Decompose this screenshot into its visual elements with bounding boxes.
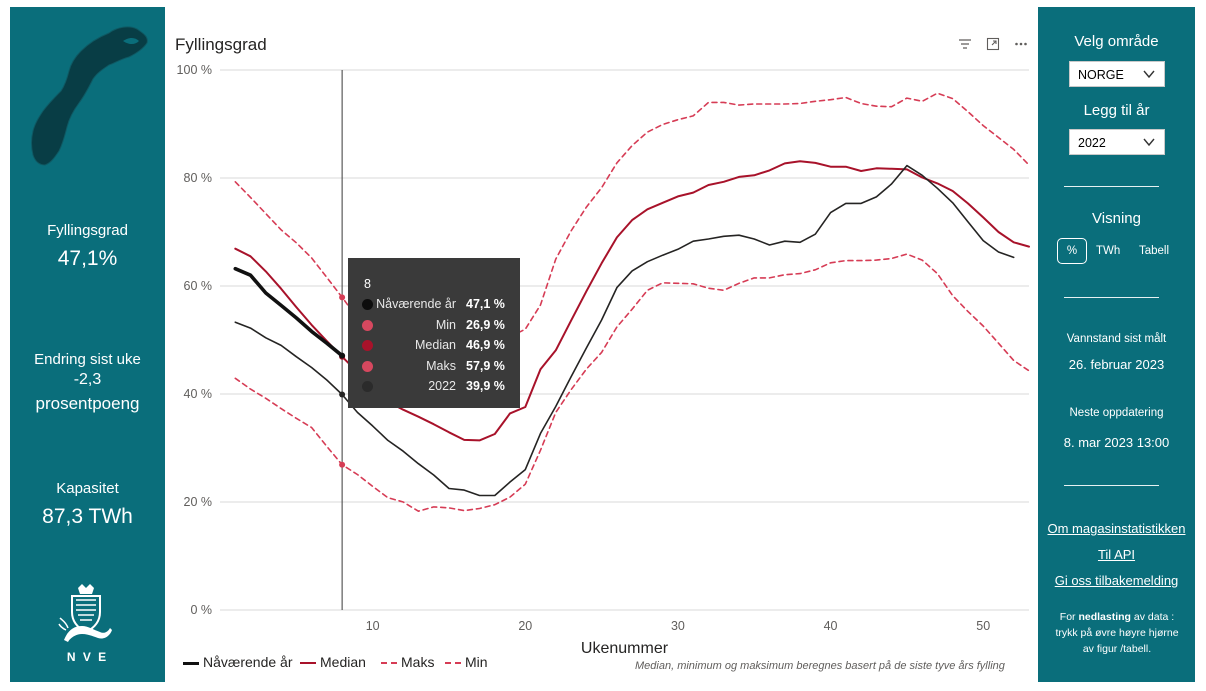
logo-text: N V E	[66, 650, 109, 664]
series-line-2022	[234, 164, 1015, 497]
y-tick-label: 0 %	[190, 603, 212, 617]
change-label: Endring sist uke	[34, 351, 141, 368]
legend-current[interactable]: Nåværende år	[183, 654, 293, 670]
year-select-value: 2022	[1078, 136, 1106, 150]
x-axis-label: Ukenummer	[581, 640, 669, 657]
hover-point	[339, 391, 346, 398]
tooltip-swatch	[362, 381, 373, 392]
tooltip-row: 2022 39,9 %	[348, 377, 520, 397]
y-tick-label: 20 %	[184, 495, 213, 509]
view-label: Visning	[1092, 210, 1141, 227]
chevron-down-icon	[1143, 70, 1155, 79]
series-line-n-v-rende-r	[233, 266, 344, 358]
y-tick-label: 80 %	[184, 171, 213, 185]
area-select[interactable]: NORGE	[1069, 61, 1165, 87]
footnote: Median, minimum og maksimum beregnes bas…	[635, 660, 1005, 672]
capacity-value: 87,3 TWh	[42, 505, 133, 528]
more-options-icon[interactable]	[1013, 36, 1029, 52]
hover-point	[339, 352, 346, 359]
y-tick-label: 100 %	[177, 63, 212, 77]
chevron-down-icon	[1143, 138, 1155, 147]
x-tick-label: 50	[976, 619, 990, 633]
area-select-value: NORGE	[1078, 68, 1124, 82]
view-twh-button[interactable]: TWh	[1096, 245, 1121, 257]
y-tick-label: 40 %	[184, 387, 213, 401]
hover-point	[339, 461, 346, 468]
tooltip-row: Nåværende år 47,1 %	[348, 295, 520, 315]
legend-label: Min	[465, 654, 488, 670]
legend-maks[interactable]: Maks	[381, 654, 434, 670]
download-hint-rest: av data : trykk på øvre høyre hjørne av …	[1055, 611, 1179, 655]
fill-value: 47,1%	[57, 247, 118, 270]
tooltip-series-name: Median	[415, 338, 456, 352]
y-tick-label: 60 %	[184, 279, 213, 293]
tooltip-swatch	[362, 299, 373, 310]
download-hint: For nedlasting av data : trykk på øvre h…	[1052, 609, 1182, 657]
year-select[interactable]: 2022	[1069, 129, 1165, 155]
next-update-label: Neste oppdatering	[1069, 407, 1164, 419]
series-line-min	[234, 253, 1030, 513]
filter-icon[interactable]	[957, 36, 973, 52]
tooltip-series-name: Min	[435, 317, 456, 332]
change-unit: prosentpoeng	[35, 394, 140, 413]
tooltip-swatch	[362, 319, 373, 331]
divider	[1064, 297, 1159, 298]
tooltip-series-name: 2022	[428, 379, 456, 393]
focus-mode-icon[interactable]	[985, 36, 1001, 52]
tooltip-series-name: Nåværende år	[376, 297, 456, 311]
tooltip-week: 8	[364, 277, 371, 291]
divider	[1064, 186, 1159, 187]
legend-min[interactable]: Min	[445, 654, 488, 670]
tooltip-row: Min 26,9 %	[348, 316, 520, 336]
tooltip-series-value: 26,9 %	[466, 317, 505, 332]
x-tick-label: 30	[671, 619, 685, 633]
about-stats-link[interactable]: Om magasinstatistikken	[1047, 521, 1186, 536]
x-tick-label: 40	[824, 619, 838, 633]
capacity-label: Kapasitet	[56, 480, 119, 497]
tooltip-series-name: Maks	[426, 358, 456, 373]
hover-point	[339, 294, 346, 301]
line-chart[interactable]: 0 % 20 % 40 % 60 % 80 % 100 % 10 20 30 40 50 Ukenum…	[165, 7, 1038, 682]
next-update-value: 8. mar 2023 13:00	[1063, 435, 1170, 450]
view-percent-button[interactable]: %	[1057, 238, 1087, 264]
tooltip-swatch	[362, 360, 373, 372]
api-link[interactable]: Til API	[1097, 547, 1136, 562]
tooltip-series-value: 46,9 %	[466, 338, 505, 352]
tooltip-series-value: 57,9 %	[466, 358, 505, 373]
x-tick-label: 20	[518, 619, 532, 633]
hover-tooltip: 8 Nåværende år 47,1 % Min 26,9 % Median 46,9 …	[348, 258, 520, 408]
nve-logo-icon	[58, 584, 112, 642]
download-hint-prefix: For	[1059, 611, 1079, 623]
tooltip-swatch	[362, 340, 373, 351]
legend-label: Maks	[401, 654, 435, 670]
x-tick-label: 10	[366, 619, 380, 633]
summary-panel: Fyllingsgrad 47,1% Endring sist uke -2,3…	[10, 7, 165, 682]
tooltip-series-value: 47,1 %	[466, 297, 505, 311]
tooltip-series-value: 39,9 %	[466, 379, 505, 393]
norway-map-icon	[31, 26, 148, 166]
measured-value: 26. februar 2023	[1068, 357, 1165, 372]
view-table-button[interactable]: Tabell	[1139, 245, 1170, 257]
divider	[1064, 485, 1159, 486]
legend-median[interactable]: Median	[300, 654, 366, 670]
chart-area: Fyllingsgrad 0 % 20 % 40 % 60 % 80 % 100 % 10 2…	[165, 7, 1038, 682]
legend-label: Median	[320, 654, 366, 670]
feedback-link[interactable]: Gi oss tilbakemelding	[1054, 573, 1179, 588]
tooltip-row: Maks 57,9 %	[348, 357, 520, 377]
year-label: Legg til år	[1083, 102, 1150, 119]
area-label: Velg område	[1074, 33, 1159, 50]
download-hint-bold: nedlasting	[1078, 611, 1131, 623]
fill-label: Fyllingsgrad	[47, 222, 128, 239]
controls-panel: Velg område NORGE Legg til år 2022 Visni…	[1038, 7, 1195, 682]
chart-title: Fyllingsgrad	[175, 35, 267, 54]
tooltip-row: Median 46,9 %	[348, 336, 520, 356]
measured-label: Vannstand sist målt	[1066, 333, 1167, 345]
legend-label: Nåværende år	[203, 654, 293, 670]
change-value: -2,3	[73, 371, 102, 388]
